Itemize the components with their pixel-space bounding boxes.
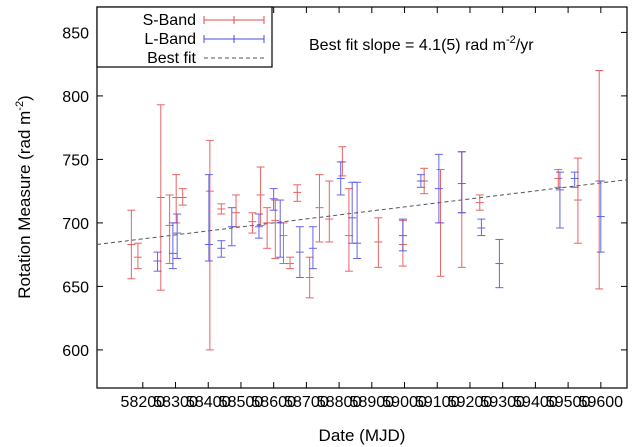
y-tick-label: 650 [62, 279, 89, 296]
x-tick-label: 58400 [186, 394, 231, 411]
s-band-errorbar [263, 207, 272, 249]
l-band-errorbar [495, 238, 504, 289]
l-band-errorbar [227, 207, 236, 247]
legend-box [96, 6, 273, 68]
l-band-errorbar [204, 174, 213, 262]
s-band-errorbar [172, 174, 181, 224]
s-band-errorbar [165, 194, 174, 265]
x-tick-label: 59000 [382, 394, 427, 411]
s-band-errorbar [475, 194, 484, 211]
l-band-errorbar [295, 226, 304, 279]
s-band-errorbar [325, 180, 334, 243]
legend-label-l-band: L-Band [144, 31, 196, 48]
l-band-errorbar [434, 153, 443, 224]
x-tick-label: 59300 [480, 394, 525, 411]
s-band-errorbar [286, 256, 295, 270]
s-band-errorbar [293, 184, 302, 202]
points-layer [127, 70, 605, 351]
x-axis-title: Date (MJD) [319, 426, 406, 445]
s-band-errorbar [232, 194, 241, 228]
l-band-errorbar [254, 213, 263, 239]
s-band-errorbar [305, 256, 314, 299]
x-tick-label: 58500 [219, 394, 264, 411]
best-fit-line [96, 179, 628, 245]
best-fit-slope-annotation: Best fit slope = 4.1(5) rad m-2/yr [309, 34, 534, 54]
x-tick-label: 58300 [153, 394, 198, 411]
x-tick-label: 59100 [415, 394, 460, 411]
legend: S-Band L-Band Best fit [96, 6, 273, 68]
s-band-errorbar [573, 157, 582, 244]
s-band-errorbar [156, 104, 165, 291]
s-band-errorbar [315, 174, 324, 243]
s-band-errorbar [217, 203, 226, 215]
l-band-errorbar [276, 199, 285, 258]
l-band-errorbar [570, 171, 579, 188]
y-axis-title: Rotation Measure (rad m-2) [14, 95, 34, 298]
s-band-errorbar [374, 217, 383, 268]
x-tick-label: 58800 [317, 394, 362, 411]
plot-frame [96, 6, 628, 389]
x-tick-label: 58200 [121, 394, 166, 411]
s-band-errorbar [595, 70, 604, 290]
l-band-errorbar [217, 240, 226, 258]
l-band-errorbar [269, 188, 278, 211]
y-tick-label: 750 [62, 152, 89, 169]
s-band-errorbar [271, 199, 280, 259]
l-band-errorbar [457, 151, 466, 214]
fit-layer [96, 179, 628, 245]
l-band-errorbar [596, 180, 605, 253]
legend-label-best-fit: Best fit [147, 50, 196, 67]
l-band-errorbar [353, 181, 362, 259]
l-band-errorbar [336, 161, 345, 196]
l-band-errorbar [555, 171, 564, 229]
l-band-errorbar [398, 218, 407, 252]
l-band-errorbar [153, 251, 162, 272]
x-tick-label: 59400 [513, 394, 558, 411]
y-tick-label: 850 [62, 25, 89, 42]
s-band-errorbar [178, 188, 187, 206]
s-band-errorbar [205, 139, 214, 351]
y-tick-label: 800 [62, 89, 89, 106]
l-band-errorbar [168, 222, 177, 270]
x-tick-label: 59500 [546, 394, 591, 411]
ticks-layer: 5820058300584005850058600587005880058900… [62, 7, 627, 411]
s-band-errorbar [248, 212, 257, 234]
legend-label-s-band: S-Band [143, 12, 196, 29]
legend-sample-s-band [203, 16, 265, 24]
l-band-errorbar [308, 226, 317, 270]
s-band-errorbar [127, 209, 136, 280]
s-band-errorbar [133, 242, 142, 270]
s-band-errorbar [338, 146, 347, 177]
s-band-errorbar [344, 188, 353, 272]
x-tick-label: 58600 [251, 394, 296, 411]
x-tick-label: 59200 [448, 394, 493, 411]
legend-sample-l-band [203, 35, 265, 43]
x-tick-label: 59600 [579, 394, 624, 411]
l-band-errorbar [173, 213, 182, 259]
l-band-errorbar [416, 174, 425, 188]
s-band-errorbar [256, 166, 265, 226]
y-tick-label: 700 [62, 216, 89, 233]
l-band-errorbar [477, 218, 486, 237]
x-tick-label: 58900 [350, 394, 395, 411]
y-tick-label: 600 [62, 343, 89, 360]
x-tick-label: 58700 [284, 394, 329, 411]
